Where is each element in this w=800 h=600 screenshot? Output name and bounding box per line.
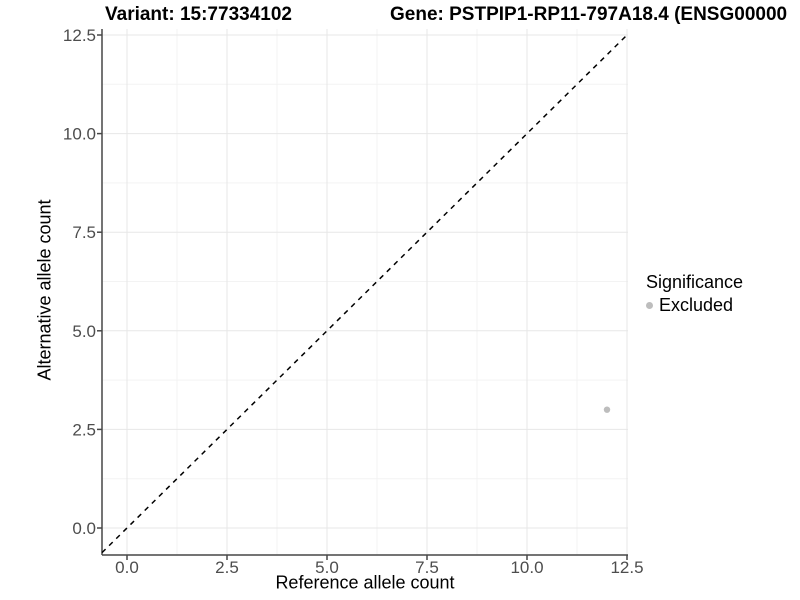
- x-tick-label: 5.0: [315, 558, 339, 577]
- legend-title: Significance: [646, 272, 744, 292]
- y-tick-label: 12.5: [63, 26, 96, 45]
- y-tick-label: 7.5: [72, 223, 96, 242]
- x-axis-title: Reference allele count: [275, 572, 455, 593]
- x-tick-label: 7.5: [415, 558, 439, 577]
- data-point-excluded: [603, 406, 611, 413]
- legend-item-excluded: Excluded: [646, 295, 743, 316]
- x-tick-label: 0.0: [115, 558, 139, 577]
- identity-line: [101, 33, 629, 554]
- y-axis-title: Alternative allele count: [34, 199, 55, 381]
- y-tick-label: 5.0: [72, 322, 96, 341]
- legend-item-label: Excluded: [659, 295, 734, 315]
- plot-title-variant: Variant: 15:77334102: [105, 4, 292, 25]
- plot-title-gene: Gene: PSTPIP1-RP11-797A18.4 (ENSG00000: [390, 4, 788, 25]
- y-tick-label: 0.0: [72, 519, 96, 538]
- legend-point-icon: [646, 302, 653, 309]
- legend: Significance Excluded: [646, 272, 743, 316]
- x-tick-label: 10.0: [510, 558, 543, 577]
- x-tick-label: 12.5: [610, 558, 643, 577]
- y-tick-label: 10.0: [63, 125, 96, 144]
- x-tick-label: 2.5: [215, 558, 239, 577]
- y-tick-label: 2.5: [72, 420, 96, 439]
